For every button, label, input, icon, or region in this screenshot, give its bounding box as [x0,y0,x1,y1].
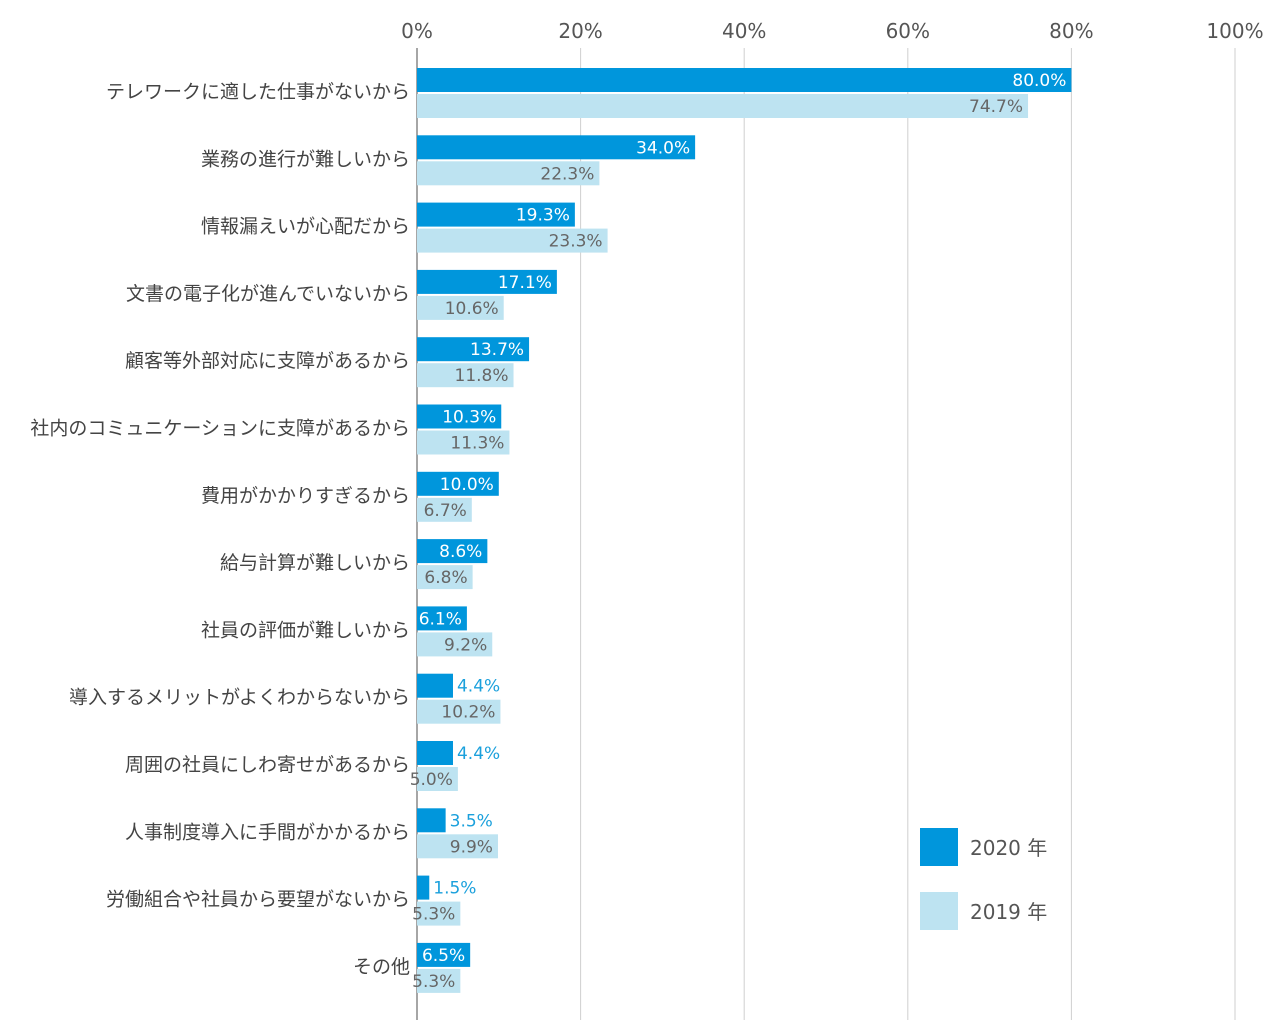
data-label-2019: 5.3% [412,972,455,992]
bar-2020 [417,875,430,900]
data-label-2020: 1.5% [433,879,476,899]
x-tick-label: 80% [1049,19,1093,43]
data-label-2019: 6.7% [424,501,467,521]
data-label-2019: 10.2% [441,703,495,723]
category-label: 文書の電子化が進んでいないから [126,283,410,305]
data-label-2019: 11.8% [455,366,509,386]
data-label-2019: 5.3% [412,905,455,925]
data-label-2020: 80.0% [1012,71,1066,91]
category-label: 導入するメリットがよくわからないから [69,687,410,709]
data-label-2019: 9.2% [444,635,487,655]
data-label-2019: 6.8% [424,568,467,588]
category-label: 労働組合や社員から要望がないから [106,889,410,911]
data-label-2020: 10.0% [440,475,494,495]
bar-2020 [417,135,696,160]
bar-2019 [417,497,472,522]
x-tick-label: 40% [722,19,766,43]
category-label: 社員の評価が難しいから [201,619,410,641]
data-label-2020: 4.4% [457,744,500,764]
x-tick-label: 100% [1206,19,1263,43]
data-label-2020: 6.5% [422,946,465,966]
bar-2019 [417,968,461,993]
category-label: テレワークに適した仕事がないから [106,81,410,103]
data-label-2020: 34.0% [636,138,690,158]
bar-2020 [417,404,502,429]
bar-2020 [417,741,453,765]
data-label-2019: 23.3% [549,232,603,252]
bar-2019 [417,228,608,253]
category-label: 顧客等外部対応に支障があるから [125,350,410,372]
data-label-2020: 8.6% [439,542,482,562]
bar-2019 [417,565,473,590]
x-tick-label: 60% [886,19,930,43]
category-label: 業務の進行が難しいから [201,148,410,170]
legend-swatch-2020 [920,828,958,866]
bar-2020 [417,202,575,227]
bar-2020 [417,337,530,362]
bar-2020 [417,471,499,496]
category-label: 給与計算が難しいから [220,552,410,574]
bar-2019 [417,699,501,724]
x-tick-label: 0% [401,19,433,43]
data-label-2019: 9.9% [450,837,493,857]
category-label: 人事制度導入に手間がかかるから [125,821,410,843]
bar-2019 [417,430,510,455]
data-label-2020: 3.5% [450,811,493,831]
data-label-2020: 13.7% [470,340,524,360]
bar-2019 [417,901,461,926]
bar-2019 [417,632,493,657]
category-label: その他 [353,956,410,978]
data-label-2020: 4.4% [457,677,500,697]
bar-2019 [417,295,504,320]
data-label-2019: 11.3% [450,434,504,454]
data-label-2019: 74.7% [969,97,1023,117]
x-tick-label: 20% [558,19,602,43]
bar-2019 [417,94,1029,118]
bar-2020 [417,606,467,631]
data-label-2019: 22.3% [540,164,594,184]
legend-label-2020: 2020 年 [970,836,1047,860]
data-label-2020: 6.1% [419,609,462,629]
bar-2020 [417,673,453,698]
data-label-2019: 10.6% [445,299,499,319]
bar-2020 [417,269,557,294]
category-label: 情報漏えいが心配だから [201,216,410,238]
data-label-2020: 17.1% [498,273,552,293]
bar-2019 [417,161,600,186]
bar-2019 [417,767,458,791]
legend-label-2019: 2019 年 [970,900,1047,924]
data-label-2020: 19.3% [516,206,570,226]
bar-2019 [417,834,498,859]
bar-2020 [417,539,488,564]
bar-2019 [417,363,514,388]
category-label: 費用がかかりすぎるから [201,485,410,507]
legend-swatch-2019 [920,892,958,930]
bar-2020 [417,68,1072,92]
category-label: 周囲の社員にしわ寄せがあるから [125,754,410,776]
bar-2020 [417,808,446,833]
data-label-2019: 5.0% [410,770,453,790]
category-label: 社内のコミュニケーションに支障があるから [30,418,410,440]
bar-2020 [417,942,471,967]
data-label-2020: 10.3% [442,408,496,428]
